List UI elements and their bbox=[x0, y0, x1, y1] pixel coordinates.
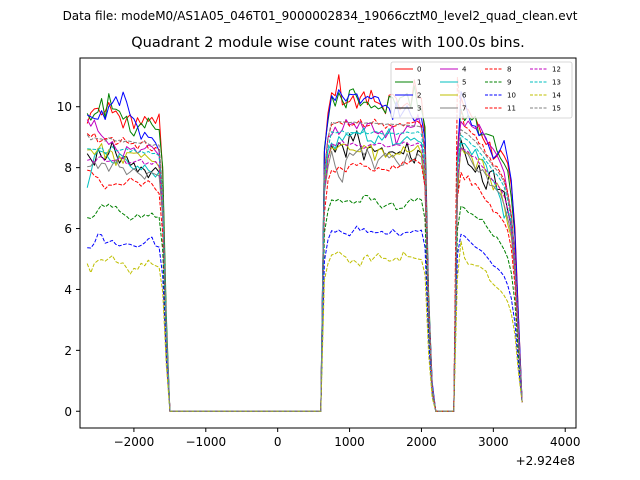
y-tick-label: 2 bbox=[64, 344, 72, 358]
y-tick-label: 0 bbox=[64, 405, 72, 419]
figure-suptitle: Data file: modeM0/AS1A05_046T01_90000028… bbox=[62, 9, 578, 23]
x-axis: −2000 −1000 0 1000 2000 3000 4000 bbox=[114, 428, 581, 449]
x-tick-label: 3000 bbox=[478, 435, 509, 449]
y-tick-label: 10 bbox=[57, 100, 72, 114]
legend-label-8: 8 bbox=[507, 66, 511, 74]
legend-label-3: 3 bbox=[417, 105, 421, 113]
x-tick-label: 2000 bbox=[406, 435, 437, 449]
legend-label-12: 12 bbox=[552, 66, 561, 74]
legend-box bbox=[390, 61, 573, 119]
legend-label-1: 1 bbox=[417, 79, 421, 87]
chart-title: Quadrant 2 module wise count rates with … bbox=[131, 35, 525, 51]
legend-label-9: 9 bbox=[507, 79, 511, 87]
legend-label-13: 13 bbox=[552, 79, 561, 87]
legend-label-15: 15 bbox=[552, 105, 561, 113]
x-tick-label: 0 bbox=[274, 435, 282, 449]
series-layer bbox=[86, 74, 523, 412]
x-tick-label: 1000 bbox=[334, 435, 365, 449]
legend-label-10: 10 bbox=[507, 92, 516, 100]
legend-label-11: 11 bbox=[507, 105, 516, 113]
x-tick-label: −1000 bbox=[186, 435, 227, 449]
legend-label-4: 4 bbox=[462, 66, 467, 74]
legend-label-7: 7 bbox=[462, 105, 466, 113]
x-tick-label: 4000 bbox=[550, 435, 581, 449]
legend-label-6: 6 bbox=[462, 92, 467, 100]
plot-frame bbox=[79, 57, 577, 429]
y-axis: 0 2 4 6 8 10 bbox=[57, 100, 80, 419]
y-tick-label: 8 bbox=[64, 161, 72, 175]
y-tick-label: 6 bbox=[64, 222, 72, 236]
x-tick-label: −2000 bbox=[114, 435, 155, 449]
y-tick-label: 4 bbox=[64, 283, 72, 297]
legend-label-5: 5 bbox=[462, 79, 466, 87]
legend-label-14: 14 bbox=[552, 92, 561, 100]
x-offset-label: +2.924e8 bbox=[516, 454, 575, 468]
series-line-15 bbox=[86, 121, 523, 412]
legend-label-0: 0 bbox=[417, 66, 421, 74]
legend-label-2: 2 bbox=[417, 92, 421, 100]
